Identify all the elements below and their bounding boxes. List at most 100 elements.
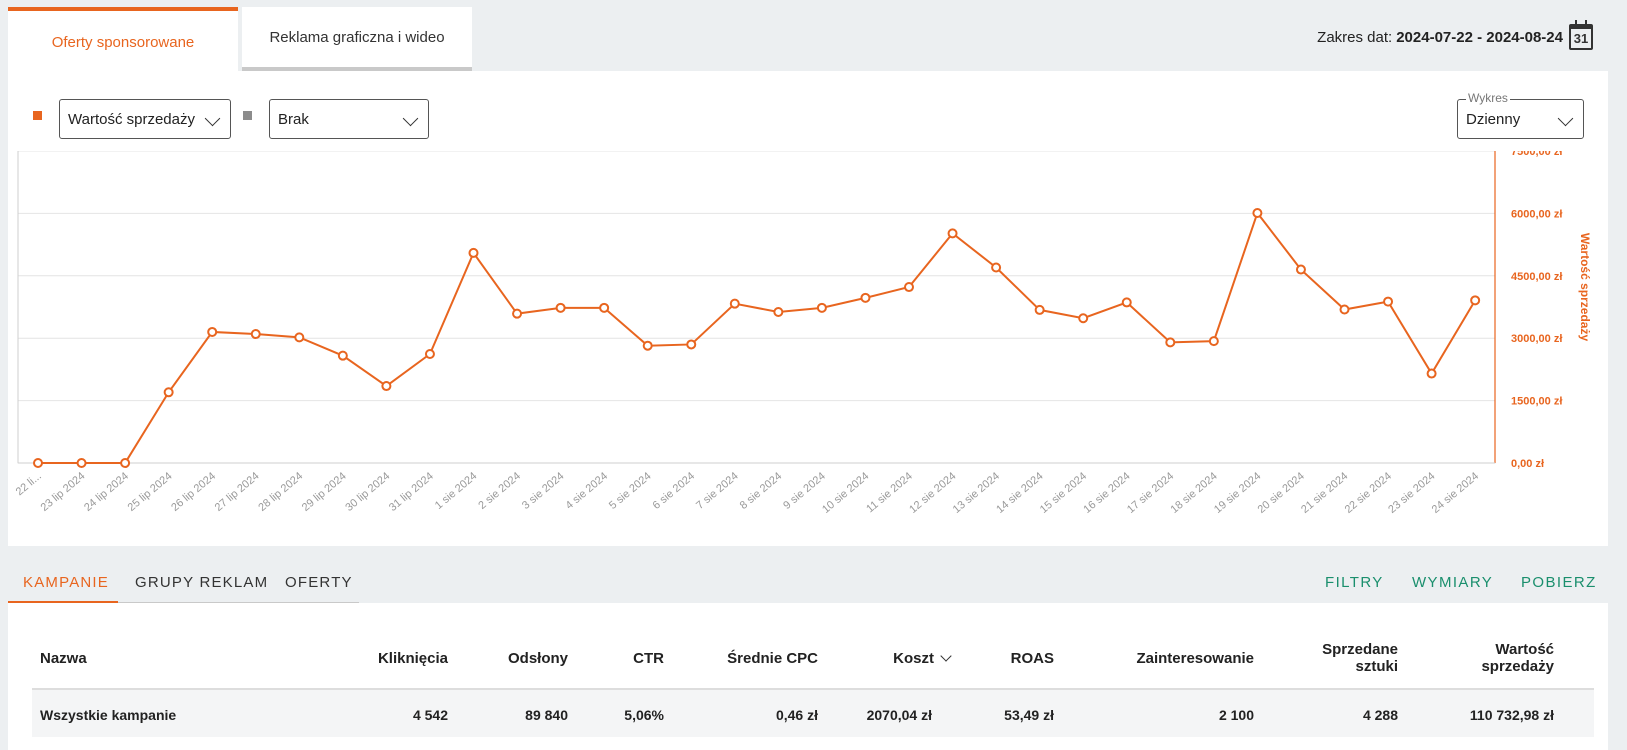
- metric1-color-square: [33, 111, 42, 120]
- x-tick-label: 17 sie 2024: [1125, 470, 1176, 516]
- download-button[interactable]: POBIERZ: [1521, 574, 1597, 591]
- series-line: [38, 210, 1477, 464]
- subtab-active-indicator: [8, 601, 118, 603]
- metric2-select[interactable]: Brak: [269, 99, 429, 139]
- x-tick-label: 2 sie 2024: [476, 470, 523, 512]
- summary-name: Wszystkie kampanie: [40, 707, 177, 723]
- data-point: [555, 302, 566, 313]
- summary-cost: 2070,04 zł: [866, 707, 932, 723]
- data-point: [294, 332, 305, 343]
- y-tick-label: 4500,00 zł: [1511, 271, 1562, 283]
- date-range-label: Zakres dat:: [1317, 28, 1393, 46]
- x-tick-label: 20 sie 2024: [1256, 470, 1307, 516]
- summary-interest: 2 100: [1218, 707, 1254, 723]
- summary-views: 89 840: [525, 707, 568, 723]
- data-point: [816, 302, 827, 313]
- x-tick-label: 8 sie 2024: [738, 470, 785, 512]
- data-point: [163, 387, 174, 398]
- y-tick-label: 1500,00 zł: [1511, 396, 1562, 408]
- x-tick-label: 15 sie 2024: [1038, 470, 1089, 516]
- x-tick-label: 14 sie 2024: [994, 470, 1045, 516]
- data-point: [729, 298, 740, 309]
- column-header-value-line1: Wartość: [1495, 641, 1554, 658]
- subtab-label: GRUPY REKLAM: [135, 574, 269, 591]
- x-tick-label: 1 sie 2024: [433, 470, 480, 512]
- data-point: [1121, 297, 1132, 308]
- tab-display-video-ads[interactable]: Reklama graficzna i wideo: [242, 7, 472, 71]
- data-point: [381, 381, 392, 392]
- x-tick-label: 12 sie 2024: [907, 470, 958, 516]
- chevron-down-icon: [402, 110, 419, 127]
- dimensions-button[interactable]: WYMIARY: [1412, 574, 1494, 591]
- table-row-summary: [32, 690, 1594, 737]
- subtab-divider: [118, 602, 359, 603]
- x-tick-label: 11 sie 2024: [864, 470, 915, 515]
- column-header-roas[interactable]: ROAS: [1010, 650, 1054, 667]
- data-point: [773, 306, 784, 317]
- data-point: [468, 247, 479, 258]
- filters-button[interactable]: FILTRY: [1325, 574, 1384, 591]
- column-header-sold[interactable]: Sprzedane sztuki: [1322, 641, 1398, 675]
- subtab-ad-groups[interactable]: GRUPY REKLAM: [135, 574, 268, 591]
- x-tick-label: 29 lip 2024: [300, 470, 349, 514]
- tab-label: Reklama graficzna i wideo: [269, 28, 445, 46]
- y-tick-label: 6000,00 zł: [1511, 208, 1562, 220]
- sales-value-chart: 0,00 zł 1500,00 zł 3000,00 zł 4500,00 zł 600…: [14, 151, 1592, 516]
- y-axis-label: Wartość sprzedaży: [1578, 233, 1592, 342]
- column-header-value-line2: sprzedaży: [1481, 658, 1554, 675]
- data-point: [250, 329, 261, 340]
- x-tick-label: 27 lip 2024: [213, 470, 262, 514]
- x-tick-label: 31 lip 2024: [387, 470, 436, 514]
- x-tick-label: 19 sie 2024: [1212, 470, 1263, 516]
- column-header-ctr[interactable]: CTR: [633, 650, 664, 667]
- x-tick-label: 18 sie 2024: [1168, 470, 1219, 516]
- date-range-value: 2024-07-22 - 2024-08-24: [1396, 28, 1563, 46]
- x-tick-label: 5 sie 2024: [607, 470, 654, 512]
- y-tick-label: 7500,00 zł: [1511, 151, 1562, 158]
- data-point: [1165, 337, 1176, 348]
- summary-roas: 53,49 zł: [1004, 707, 1054, 723]
- chart-mode-value: Dzienny: [1466, 110, 1521, 128]
- x-tick-label: 4 sie 2024: [563, 470, 610, 512]
- chevron-down-icon: [1557, 110, 1574, 127]
- summary-clicks: 4 542: [412, 707, 448, 723]
- column-header-clicks[interactable]: Kliknięcia: [377, 650, 448, 667]
- column-header-cpc[interactable]: Średnie CPC: [727, 650, 818, 667]
- header-divider: [32, 688, 1594, 690]
- column-header-cost[interactable]: Koszt: [893, 650, 952, 667]
- chart-mode-select[interactable]: Wykres Dzienny: [1457, 91, 1584, 139]
- data-point: [860, 292, 871, 303]
- column-header-cost-label: Koszt: [893, 650, 934, 667]
- data-point: [904, 282, 914, 293]
- metric1-value: Wartość sprzedaży: [68, 110, 195, 128]
- y-tick-label: 3000,00 zł: [1511, 333, 1562, 345]
- x-tick-label: 13 sie 2024: [951, 470, 1002, 516]
- data-point: [1034, 304, 1045, 315]
- subtab-offers[interactable]: OFERTY: [285, 574, 353, 591]
- sort-desc-icon: [940, 650, 952, 662]
- metric1-select[interactable]: Wartość sprzedaży: [59, 99, 231, 139]
- column-header-sold-line2: sztuki: [1355, 658, 1398, 675]
- calendar-icon[interactable]: 31: [1569, 20, 1593, 50]
- data-point: [207, 326, 218, 337]
- data-point: [33, 458, 43, 468]
- summary-cpc: 0,46 zł: [775, 707, 818, 723]
- metric2-value: Brak: [278, 110, 309, 128]
- x-tick-label: 24 sie 2024: [1430, 470, 1481, 516]
- column-header-name[interactable]: Nazwa: [40, 650, 87, 667]
- tab-sponsored-offers[interactable]: Oferty sponsorowane: [8, 7, 238, 73]
- column-header-interest[interactable]: Zainteresowanie: [1136, 650, 1254, 667]
- x-tick-label: 16 sie 2024: [1081, 470, 1132, 516]
- column-header-sales-value[interactable]: Wartość sprzedaży: [1481, 641, 1554, 675]
- data-point: [512, 308, 523, 319]
- summary-ctr: 5,06%: [624, 707, 664, 723]
- chart-mode-label: Wykres: [1466, 91, 1510, 105]
- subtab-campaigns[interactable]: KAMPANIE: [23, 574, 109, 591]
- summary-sales-value: 110 732,98 zł: [1469, 707, 1554, 723]
- chevron-down-icon: [204, 110, 221, 127]
- x-tick-label: 21 sie 2024: [1299, 470, 1350, 516]
- data-point: [686, 339, 697, 350]
- x-tick-label: 6 sie 2024: [651, 470, 698, 512]
- summary-sold: 4 288: [1362, 707, 1398, 723]
- column-header-views[interactable]: Odsłony: [507, 650, 568, 667]
